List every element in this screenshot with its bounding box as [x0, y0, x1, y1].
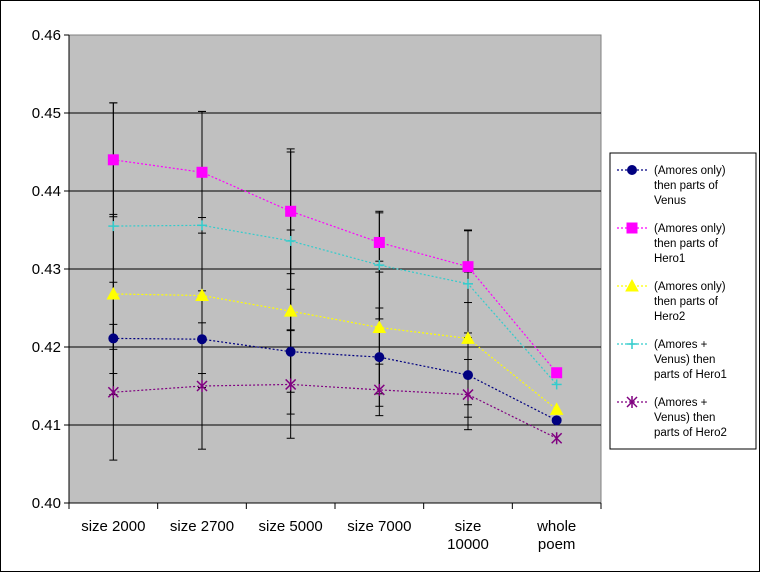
y-tick-label: 0.42 — [32, 339, 61, 356]
data-point-series-4 — [374, 260, 385, 271]
legend-label-line: then parts of — [654, 296, 719, 308]
legend-marker — [626, 222, 638, 234]
data-point-series-1 — [197, 334, 207, 345]
x-tick-label: size 5000 — [259, 518, 323, 535]
data-point-series-1 — [285, 346, 296, 357]
x-tick-label-line: poem — [538, 536, 576, 553]
data-point-series-5 — [551, 432, 563, 445]
data-point-series-4 — [108, 221, 119, 232]
data-point-series-3 — [195, 288, 209, 302]
x-axis-ticks: size 2000 size 2700 size 5000 size 7000 size… — [68, 503, 602, 553]
legend: (Amores only) then parts of Venus(Amores o… — [609, 152, 757, 450]
legend-label-line: parts of Hero2 — [654, 427, 727, 439]
x-tick-label: whole poem — [536, 518, 576, 553]
x-tick-label: size 2700 — [170, 518, 234, 535]
data-point-series-2 — [107, 154, 119, 166]
data-point-series-2 — [551, 367, 563, 379]
series-line-2 — [113, 159, 558, 374]
data-point-series-1 — [108, 333, 119, 344]
y-axis-ticks: 0.40 0.41 0.42 0.43 0.44 0.45 0.46 — [32, 27, 69, 512]
data-point-series-5 — [462, 388, 474, 401]
x-tick-label-line: size — [455, 518, 482, 535]
series-line-3 — [113, 293, 558, 410]
y-tick-label: 0.45 — [32, 105, 61, 122]
legend-label: (Amores + Venus) then parts of Hero2 — [654, 397, 727, 439]
x-tick-label-line: size 7000 — [347, 518, 411, 535]
y-tick-label: 0.41 — [32, 417, 61, 434]
y-tick-label: 0.43 — [32, 261, 61, 278]
legend-label-line: then parts of — [654, 238, 719, 250]
y-tick-label: 0.44 — [32, 183, 61, 200]
data-point-series-3 — [461, 331, 475, 344]
x-tick-label-line: 10000 — [447, 536, 489, 553]
data-point-series-2 — [373, 236, 385, 248]
data-point-series-3 — [549, 402, 564, 415]
legend-marker — [627, 339, 637, 349]
legend-label-line: Venus) then — [654, 354, 715, 366]
data-point-series-1 — [463, 370, 473, 381]
series-line-1 — [113, 337, 557, 421]
data-point-series-4 — [551, 379, 562, 390]
x-tick-label-line: size 2000 — [81, 518, 145, 535]
data-point-series-4 — [463, 278, 473, 289]
data-point-series-3 — [106, 286, 121, 300]
x-tick-label-line: size 5000 — [259, 518, 323, 535]
legend-label-line: Hero2 — [654, 311, 685, 323]
legend-label-line: (Amores only) — [654, 223, 726, 235]
data-point-series-4 — [285, 235, 296, 246]
data-point-series-5 — [373, 383, 385, 396]
data-point-series-3 — [283, 304, 298, 317]
legend-label: (Amores only) then parts of Hero2 — [654, 281, 726, 323]
y-tick-label: 0.46 — [32, 27, 61, 44]
data-point-series-5 — [196, 380, 208, 392]
y-tick-label: 0.40 — [32, 495, 61, 512]
legend-label-line: parts of Hero1 — [654, 369, 727, 381]
series-line-5 — [113, 383, 557, 439]
series-lines — [113, 159, 558, 439]
legend-label-line: (Amores only) — [654, 281, 726, 293]
data-point-series-2 — [285, 205, 297, 217]
legend-label-line: Hero1 — [654, 253, 685, 265]
legend-marker — [625, 278, 639, 292]
x-tick-label: size 7000 — [347, 518, 411, 535]
legend-label-line: (Amores only) — [654, 165, 726, 177]
data-point-series-2 — [462, 261, 474, 273]
data-point-series-1 — [551, 415, 562, 426]
legend-label-line: (Amores + — [654, 339, 708, 351]
legend-label-line: Venus) then — [654, 412, 715, 424]
legend-label-line: then parts of — [654, 180, 719, 192]
series-markers — [106, 154, 564, 445]
legend-label: (Amores only) then parts of Venus — [654, 165, 726, 207]
legend-marker — [627, 165, 637, 175]
legend-label: (Amores + Venus) then parts of Hero1 — [654, 339, 727, 381]
legend-label-line: (Amores + — [654, 397, 708, 409]
x-tick-label: size 2000 — [81, 518, 145, 535]
data-point-series-1 — [374, 352, 385, 363]
data-point-series-5 — [107, 386, 119, 399]
data-point-series-3 — [372, 320, 387, 333]
legend-marker — [626, 396, 638, 408]
legend-box — [609, 152, 757, 450]
legend-label-line: Venus — [654, 195, 686, 207]
x-tick-label: size 10000 — [447, 518, 489, 553]
data-point-series-5 — [285, 378, 297, 391]
data-point-series-2 — [196, 166, 208, 178]
series-line-4 — [113, 224, 558, 385]
x-tick-label-line: whole — [536, 518, 576, 535]
x-tick-label-line: size 2700 — [170, 518, 234, 535]
legend-label: (Amores only) then parts of Hero1 — [654, 223, 726, 265]
gridlines — [69, 112, 601, 426]
data-point-series-4 — [197, 220, 207, 231]
